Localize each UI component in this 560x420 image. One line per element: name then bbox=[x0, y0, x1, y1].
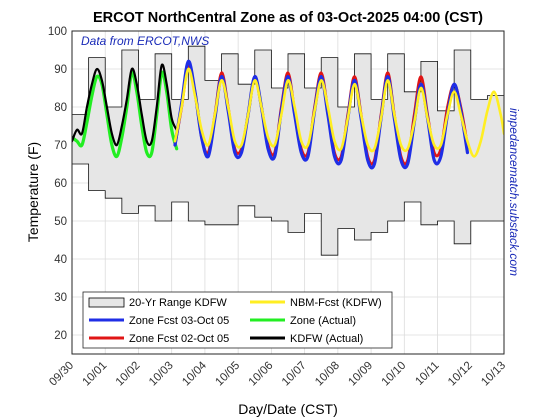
y-tick-label: 50 bbox=[54, 216, 67, 228]
series-line-nbm bbox=[173, 67, 504, 158]
legend-label-range: 20-Yr Range KDFW bbox=[129, 297, 227, 309]
x-axis-label: Day/Date (CST) bbox=[238, 401, 338, 417]
y-tick-label: 60 bbox=[54, 178, 67, 190]
legend: 20-Yr Range KDFW Zone Fcst 03-Oct 05 Zon… bbox=[82, 291, 393, 349]
plot-frame bbox=[71, 30, 505, 355]
y-tick-label: 30 bbox=[54, 292, 67, 304]
side-note: impedancematch.substack.com bbox=[507, 108, 521, 276]
series-line-kdfw-actual bbox=[72, 63, 178, 147]
legend-label-zone-fcst-03: Zone Fcst 03-Oct 05 bbox=[129, 315, 229, 327]
data-source-note: Data from ERCOT,NWS bbox=[81, 34, 209, 48]
y-tick-label: 40 bbox=[54, 254, 67, 266]
legend-label-zone-actual: Zone (Actual) bbox=[290, 315, 356, 327]
y-tick-label: 70 bbox=[54, 140, 67, 152]
legend-box bbox=[82, 291, 393, 349]
y-axis-label: Temperature (F) bbox=[25, 142, 41, 242]
y-tick-label: 20 bbox=[54, 330, 67, 342]
legend-label-nbm: NBM-Fcst (KDFW) bbox=[290, 297, 382, 309]
y-tick-label: 90 bbox=[54, 64, 67, 76]
legend-label-kdfw-actual: KDFW (Actual) bbox=[290, 333, 363, 345]
legend-label-zone-fcst-02: Zone Fcst 02-Oct 05 bbox=[129, 333, 229, 345]
legend-swatch-range bbox=[88, 297, 125, 308]
chart-title: ERCOT NorthCentral Zone as of 03-Oct-202… bbox=[93, 10, 483, 26]
y-tick-label: 100 bbox=[48, 26, 67, 38]
y-tick-labels: 20 30 40 50 60 70 80 90 100 bbox=[48, 26, 67, 342]
y-tick-label: 80 bbox=[54, 102, 67, 114]
series-lines bbox=[72, 59, 504, 170]
